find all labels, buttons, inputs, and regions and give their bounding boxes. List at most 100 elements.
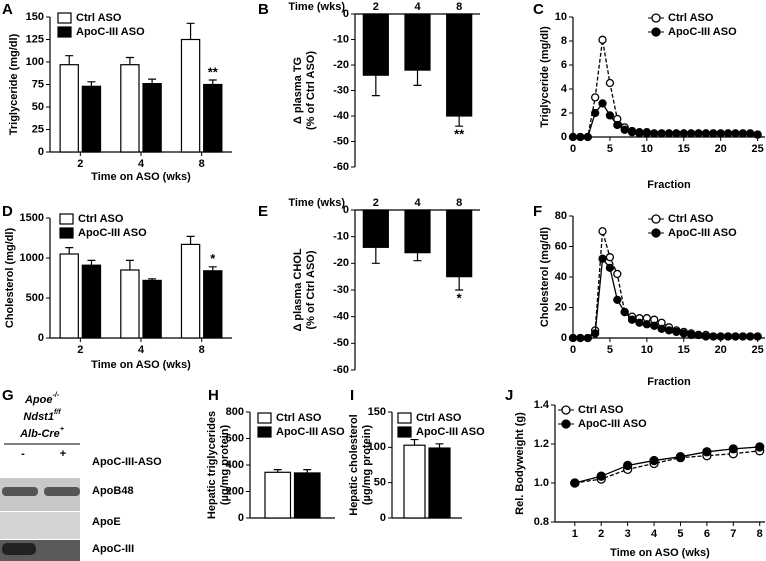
- legend-label: Ctrl ASO: [76, 12, 122, 24]
- error-bar: [303, 469, 312, 473]
- point: [657, 324, 666, 334]
- point: [650, 321, 659, 330]
- point: [598, 254, 607, 263]
- point: [605, 253, 615, 262]
- x-axis-label: Fraction: [647, 179, 691, 191]
- x-tick-label: 2: [598, 528, 604, 540]
- error-bar: [65, 247, 74, 254]
- legend-marker: [651, 27, 661, 37]
- legend-label: Ctrl ASO: [668, 213, 714, 225]
- panel: B Δ plasma TG (% of Ctrl ASO) 0 -10 -20 -30 -40…: [258, 1, 480, 173]
- legend-label: ApoC-III ASO: [668, 227, 737, 239]
- x-tick-label: 2: [77, 158, 83, 170]
- error-bar: [186, 235, 195, 245]
- point: [627, 315, 637, 324]
- x-tick-label: 10: [641, 344, 653, 356]
- point: [650, 129, 659, 138]
- point: [605, 78, 615, 88]
- point: [694, 129, 703, 138]
- error-bar: [413, 70, 422, 86]
- x-axis-label: Time (wks): [288, 197, 345, 209]
- point: [583, 132, 592, 142]
- x-tick-label: 2: [373, 1, 379, 13]
- y-tick-label: -20: [333, 257, 349, 269]
- y-tick-label: -50: [333, 135, 349, 147]
- point: [702, 447, 712, 457]
- bar: [203, 83, 223, 153]
- x-tick-label: 4: [414, 1, 421, 13]
- y-tick-label: 0: [238, 512, 244, 524]
- legend-marker: [651, 228, 661, 238]
- point: [709, 129, 718, 138]
- x-tick-label: 3: [625, 528, 631, 540]
- point: [679, 329, 688, 338]
- point: [687, 129, 696, 138]
- y-tick-label: -60: [333, 161, 349, 173]
- y-axis-label: Triglyceride (mg/dl): [539, 26, 551, 128]
- point: [746, 332, 755, 341]
- x-tick-label: 6: [704, 528, 710, 540]
- x-tick-label: 4: [651, 528, 658, 540]
- y-tick-label: -10: [333, 33, 349, 45]
- y-tick-label: 100: [368, 441, 386, 453]
- y-tick-label: 1.2: [534, 438, 549, 450]
- y-tick-label: -60: [333, 364, 349, 376]
- bar: [203, 270, 223, 339]
- error-bar: [87, 81, 96, 87]
- lane-label: +: [60, 448, 66, 460]
- x-tick-label: 25: [751, 344, 763, 356]
- x-tick-label: 4: [138, 344, 145, 356]
- y-tick-label: 0: [343, 8, 349, 20]
- point: [649, 455, 659, 466]
- error-bar: [186, 22, 195, 40]
- legend-swatch: [59, 227, 74, 239]
- bar: [81, 85, 102, 153]
- y-tick-label: 0: [38, 146, 44, 158]
- bar: [404, 209, 431, 254]
- point: [723, 332, 733, 341]
- significance: *: [210, 251, 216, 266]
- x-tick-label: 5: [607, 344, 613, 356]
- genotype-text: Ndst1: [23, 411, 54, 423]
- y-tick-label: -10: [333, 231, 349, 243]
- x-tick-label: 8: [199, 158, 205, 170]
- legend-label: Ctrl ASO: [668, 12, 714, 24]
- point: [635, 129, 644, 138]
- panel-letter: B: [258, 1, 269, 18]
- legend-swatch: [59, 213, 74, 225]
- legend-label: ApoC-III ASO: [76, 26, 145, 38]
- y-tick-label: -40: [333, 311, 349, 323]
- x-tick-label: 20: [715, 143, 727, 155]
- bar: [362, 209, 389, 248]
- y-tick-label: 80: [555, 210, 567, 222]
- legend-label: Ctrl ASO: [276, 412, 322, 424]
- x-tick-label: 4: [414, 197, 421, 209]
- y-tick-label: 150: [26, 11, 44, 23]
- point: [716, 129, 725, 138]
- x-tick-label: 15: [678, 143, 690, 155]
- y-axis-label: Δ plasma TG: [292, 57, 304, 124]
- x-tick-label: 2: [77, 344, 83, 356]
- series-line: [573, 39, 758, 138]
- point: [583, 333, 592, 343]
- x-axis-label: Fraction: [647, 376, 691, 388]
- x-tick-label: 4: [138, 158, 145, 170]
- legend-marker: [651, 214, 661, 224]
- genotype: Ndst1f/f: [23, 409, 61, 423]
- panel-letter: D: [2, 203, 13, 220]
- legend-swatch: [57, 26, 72, 38]
- y-tick-label: 100: [26, 56, 44, 68]
- blot-band: [2, 543, 36, 555]
- y-tick-label: 600: [226, 432, 244, 444]
- point: [620, 125, 629, 134]
- x-tick-label: 2: [373, 197, 379, 209]
- panel: E Δ plasma CHOL (% of Ctrl ASO) 0 -10 -20 -30 -…: [258, 197, 480, 376]
- y-tick-label: -50: [333, 337, 349, 349]
- error-bar: [125, 56, 134, 65]
- y-tick-label: 200: [226, 485, 244, 497]
- y-tick-label: -30: [333, 284, 349, 296]
- point: [716, 332, 725, 341]
- x-tick-label: 0: [570, 344, 576, 356]
- panel: C Triglyceride (mg/dl) 0 2 4 6 8 10 0 5 10 15 20 25 Fr…: [533, 1, 765, 191]
